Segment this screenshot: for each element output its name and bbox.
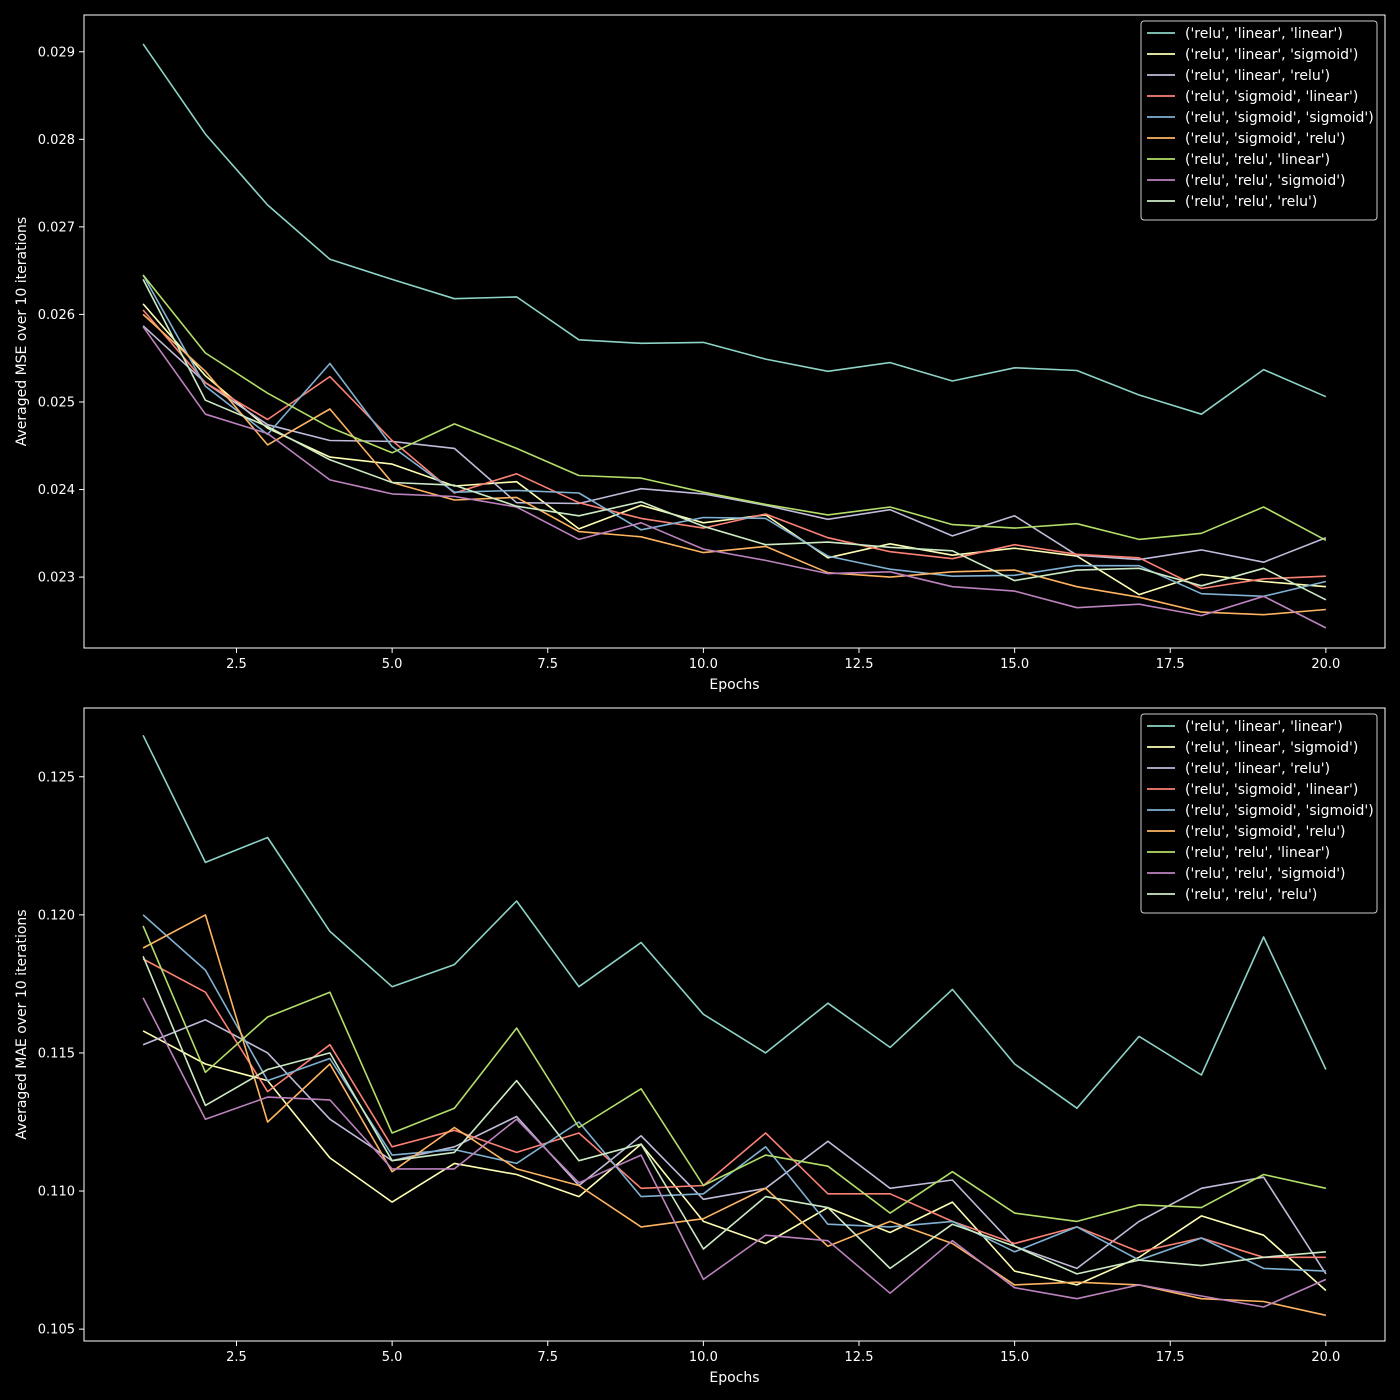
x-tick-label: 7.5: [537, 657, 558, 672]
y-tick-label: 0.024: [38, 483, 75, 498]
legend-entry-5: ('relu', 'sigmoid', 'sigmoid'): [1185, 110, 1374, 126]
legend-entry-9: ('relu', 'relu', 'relu'): [1185, 887, 1317, 903]
series-line-8: [142, 997, 1327, 1308]
legend-entry-2: ('relu', 'linear', 'sigmoid'): [1185, 740, 1358, 756]
series-line-2: [142, 303, 1326, 596]
series-line-5: [142, 274, 1327, 598]
series-line-1: [142, 43, 1327, 416]
y-axis-label: Averaged MAE over 10 iterations: [14, 909, 30, 1139]
legend-entry-7: ('relu', 'relu', 'linear'): [1185, 152, 1330, 168]
legend: ('relu', 'linear', 'linear') ('relu', 'li…: [1140, 713, 1378, 914]
legend-entry-3: ('relu', 'linear', 'relu'): [1185, 68, 1330, 84]
x-tick-label: 20.0: [1311, 657, 1340, 672]
x-tick-label: 17.5: [1156, 657, 1185, 672]
y-tick-label: 0.115: [38, 1046, 75, 1061]
series-line-6: [142, 313, 1326, 616]
x-tick-label: 5.0: [382, 657, 403, 672]
x-tick-label: 2.5: [226, 1350, 247, 1365]
x-axis-label: Epochs: [709, 677, 759, 693]
series-line-2: [142, 1030, 1327, 1292]
y-tick-label: 0.125: [38, 770, 75, 785]
x-tick-label: 7.5: [537, 1350, 558, 1365]
legend-entry-6: ('relu', 'sigmoid', 'relu'): [1185, 131, 1346, 147]
x-tick-label: 2.5: [226, 657, 247, 672]
series-line-7: [142, 925, 1327, 1223]
x-tick-label: 20.0: [1311, 1350, 1340, 1365]
series-line-5: [142, 914, 1326, 1272]
series-line-4: [142, 958, 1326, 1259]
series-line-3: [142, 1018, 1327, 1275]
x-axis-label: Epochs: [709, 1370, 759, 1386]
legend-entry-4: ('relu', 'sigmoid', 'linear'): [1185, 89, 1358, 105]
y-tick-label: 0.025: [38, 395, 75, 410]
series-line-9: [142, 955, 1326, 1275]
series-line-8: [142, 326, 1327, 629]
legend: ('relu', 'linear', 'linear') ('relu', 'li…: [1140, 20, 1378, 221]
x-tick-label: 12.5: [845, 1350, 874, 1365]
x-tick-label: 17.5: [1156, 1350, 1185, 1365]
legend-entry-1: ('relu', 'linear', 'linear'): [1185, 26, 1343, 42]
legend-entry-9: ('relu', 'relu', 'relu'): [1185, 194, 1317, 210]
x-tick-label: 15.0: [1000, 1350, 1029, 1365]
plot-frame: [83, 14, 1386, 649]
legend-entry-3: ('relu', 'linear', 'relu'): [1185, 761, 1330, 777]
y-tick-label: 0.026: [38, 308, 75, 323]
legend-entry-6: ('relu', 'sigmoid', 'relu'): [1185, 824, 1346, 840]
y-tick-label: 0.027: [38, 220, 75, 235]
chart-panel-1: 2.5 5.0 7.5 10.0 12.5 15.0 17.5 20.0 0.023 0.024 0…: [14, 14, 1386, 693]
series-line-7: [142, 274, 1327, 542]
y-tick-label: 0.029: [38, 45, 75, 60]
x-tick-label: 10.0: [689, 657, 718, 672]
series-line-3: [142, 325, 1327, 564]
x-tick-label: 10.0: [689, 1350, 718, 1365]
x-tick-label: 15.0: [1000, 657, 1029, 672]
x-tick-label: 12.5: [845, 657, 874, 672]
y-tick-label: 0.110: [38, 1185, 75, 1200]
y-tick-label: 0.023: [38, 571, 75, 586]
series-line-9: [142, 279, 1327, 601]
y-axis-label: Averaged MSE over 10 iterations: [14, 217, 30, 446]
legend-entry-8: ('relu', 'relu', 'sigmoid'): [1185, 866, 1346, 882]
legend-entry-4: ('relu', 'sigmoid', 'linear'): [1185, 782, 1358, 798]
chart-panel-2: 2.5 5.0 7.5 10.0 12.5 15.0 17.5 20.0 0.105 0.110 0…: [14, 707, 1386, 1386]
plot-frame: [83, 707, 1386, 1342]
y-tick-label: 0.120: [38, 908, 75, 923]
legend-entry-7: ('relu', 'relu', 'linear'): [1185, 845, 1330, 861]
series-line-4: [142, 309, 1326, 590]
legend-box: [1140, 713, 1378, 914]
legend-entry-1: ('relu', 'linear', 'linear'): [1185, 719, 1343, 735]
legend-entry-2: ('relu', 'linear', 'sigmoid'): [1185, 47, 1358, 63]
series-line-1: [142, 734, 1327, 1109]
legend-entry-8: ('relu', 'relu', 'sigmoid'): [1185, 173, 1346, 189]
y-tick-label: 0.028: [38, 133, 75, 148]
legend-entry-5: ('relu', 'sigmoid', 'sigmoid'): [1185, 803, 1374, 819]
x-tick-label: 5.0: [382, 1350, 403, 1365]
y-tick-label: 0.105: [38, 1323, 75, 1338]
series-line-6: [142, 914, 1327, 1317]
legend-box: [1140, 20, 1378, 221]
